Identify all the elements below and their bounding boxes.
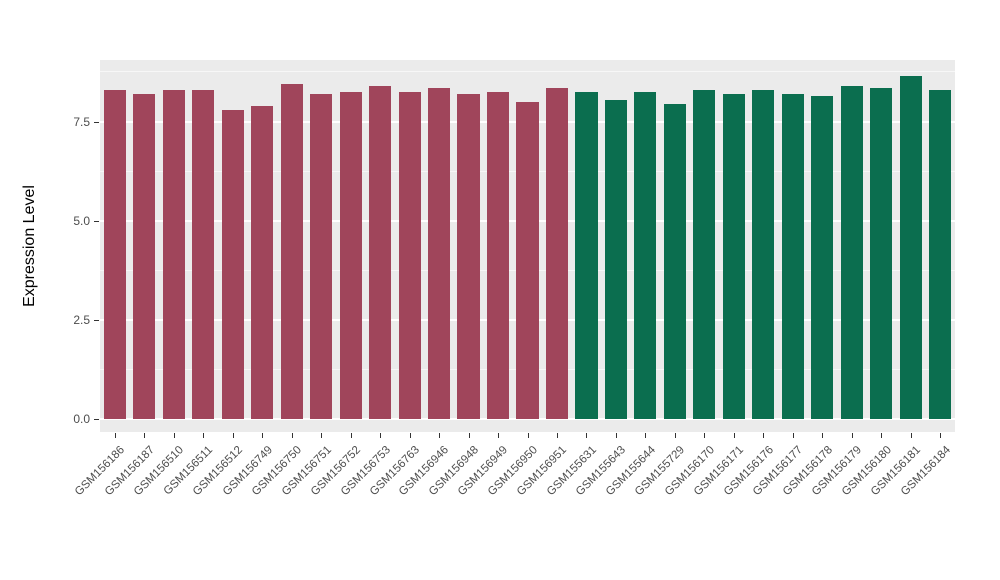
bar — [369, 85, 392, 420]
y-tick-label: 5.0 — [73, 213, 90, 228]
gridline-minor — [100, 71, 955, 73]
x-tick-mark — [144, 433, 146, 438]
x-tick-mark — [910, 433, 912, 438]
x-tick-mark — [645, 433, 647, 438]
y-tick-mark — [94, 419, 99, 421]
bar — [840, 85, 863, 420]
x-tick-mark — [232, 433, 234, 438]
gridline-major — [100, 418, 955, 421]
bar — [103, 89, 126, 420]
x-tick-mark — [881, 433, 883, 438]
y-tick-label: 2.5 — [73, 313, 90, 328]
bar — [604, 99, 627, 420]
x-tick-mark — [321, 433, 323, 438]
x-tick-mark — [291, 433, 293, 438]
x-tick-mark — [173, 433, 175, 438]
bar — [486, 91, 510, 420]
x-tick-mark — [380, 433, 382, 438]
bar — [899, 75, 922, 420]
x-tick-mark — [851, 433, 853, 438]
bar — [457, 93, 480, 420]
bar — [575, 91, 598, 420]
y-tick-mark — [94, 320, 99, 322]
y-axis-title: Expression Level — [21, 185, 38, 307]
x-tick-mark — [262, 433, 264, 438]
x-tick-mark — [763, 433, 765, 438]
bar — [811, 95, 834, 420]
bar — [339, 91, 362, 420]
bar — [722, 93, 745, 420]
x-tick-mark — [527, 433, 529, 438]
bar — [162, 89, 185, 420]
y-tick-label: 7.5 — [73, 114, 90, 129]
x-tick-mark — [704, 433, 706, 438]
bar — [870, 87, 893, 420]
bar — [781, 93, 804, 420]
bar — [752, 89, 775, 420]
x-tick-mark — [350, 433, 352, 438]
bar — [398, 91, 421, 420]
x-tick-mark — [468, 433, 470, 438]
x-tick-mark — [556, 433, 558, 438]
bar — [516, 101, 539, 420]
x-tick-mark — [498, 433, 500, 438]
bar — [251, 105, 274, 420]
x-tick-mark — [733, 433, 735, 438]
x-tick-mark — [615, 433, 617, 438]
bar — [693, 89, 716, 420]
bar — [280, 83, 303, 420]
x-tick-mark — [674, 433, 676, 438]
plot-panel — [100, 60, 955, 432]
y-tick-mark — [94, 121, 99, 123]
bar — [663, 103, 686, 420]
x-tick-mark — [822, 433, 824, 438]
bar — [133, 93, 156, 420]
bar — [192, 89, 215, 420]
x-tick-mark — [940, 433, 942, 438]
x-tick-mark — [409, 433, 411, 438]
bar — [634, 91, 657, 420]
y-tick-mark — [94, 220, 99, 222]
bar — [929, 89, 952, 420]
x-tick-mark — [586, 433, 588, 438]
x-tick-mark — [203, 433, 205, 438]
bar — [310, 93, 333, 420]
y-tick-label: 0.0 — [73, 412, 90, 427]
bar — [427, 87, 451, 420]
bar — [221, 109, 244, 420]
x-tick-mark — [439, 433, 441, 438]
bar — [545, 87, 569, 420]
x-tick-mark — [792, 433, 794, 438]
x-tick-mark — [114, 433, 116, 438]
